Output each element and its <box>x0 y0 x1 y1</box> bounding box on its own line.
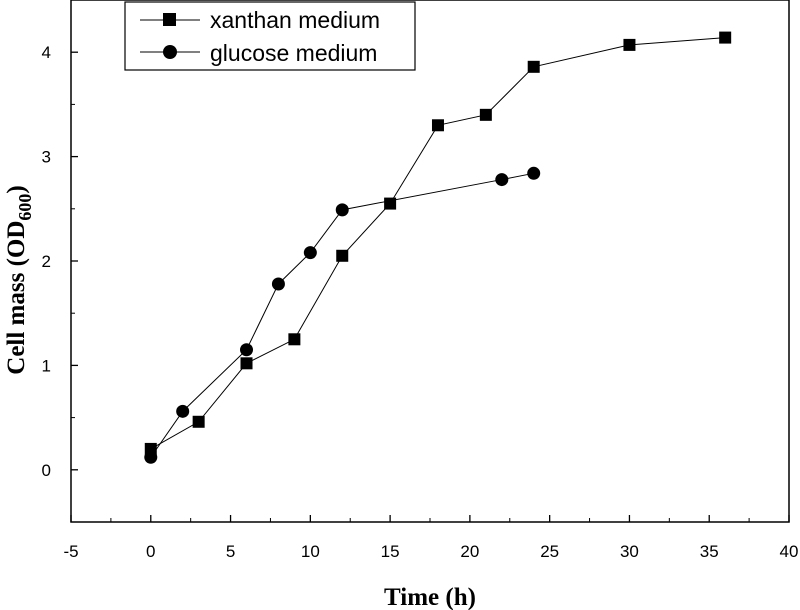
y-tick-label: 4 <box>42 43 51 62</box>
legend-marker-square <box>163 13 176 26</box>
x-tick-label: 15 <box>381 542 400 561</box>
x-tick-label: 25 <box>540 542 559 561</box>
legend: xanthan medium glucose medium <box>124 1 416 71</box>
y-tick-label: 1 <box>42 356 51 375</box>
x-tick-label: -5 <box>63 542 78 561</box>
y-axis-title-subscript: 600 <box>15 194 35 221</box>
y-tick-label: 0 <box>42 461 51 480</box>
data-point-circle <box>527 166 541 180</box>
data-point-square <box>240 357 253 370</box>
data-point-square <box>719 31 732 44</box>
data-point-circle <box>303 246 317 260</box>
plot-frame <box>70 0 790 523</box>
data-point-circle <box>144 450 158 464</box>
x-tick-label: 10 <box>301 542 320 561</box>
series-xanthan <box>144 31 732 455</box>
y-axis-title-close: ) <box>3 185 30 193</box>
data-point-square <box>288 333 301 346</box>
data-point-circle <box>495 173 509 187</box>
data-point-circle <box>271 277 285 291</box>
y-tick-label: 3 <box>42 148 51 167</box>
data-point-square <box>623 38 636 51</box>
x-tick-label: 30 <box>620 542 639 561</box>
data-point-square <box>431 119 444 132</box>
series-layer <box>144 31 732 464</box>
series-line <box>150 37 726 450</box>
data-point-square <box>527 60 540 73</box>
x-tick-label: 5 <box>226 542 235 561</box>
legend-label-xanthan: xanthan medium <box>210 7 380 33</box>
series-line <box>150 172 534 458</box>
y-axis-title-main: Cell mass (OD <box>3 221 30 375</box>
y-tick-label: 2 <box>42 252 51 271</box>
axis-ticks <box>70 0 790 523</box>
legend-marker-circle <box>163 45 177 59</box>
x-tick-label: 40 <box>780 542 799 561</box>
data-point-circle <box>240 343 254 357</box>
axis-tick-labels: -5 0 5 10 15 20 25 30 35 40 0 1 2 3 4 <box>42 43 799 561</box>
legend-label-glucose: glucose medium <box>210 40 377 66</box>
x-tick-label: 0 <box>146 542 155 561</box>
data-point-square <box>336 249 349 262</box>
data-point-circle <box>176 404 190 418</box>
data-point-square <box>479 108 492 121</box>
x-axis-title: Time (h) <box>384 584 476 610</box>
x-tick-label: 35 <box>700 542 719 561</box>
x-tick-label: 20 <box>460 542 479 561</box>
data-point-square <box>192 415 205 428</box>
series-glucose <box>144 166 541 464</box>
data-point-square <box>384 197 397 210</box>
y-axis-title: Cell mass (OD600) <box>3 185 35 374</box>
data-point-circle <box>335 203 349 217</box>
